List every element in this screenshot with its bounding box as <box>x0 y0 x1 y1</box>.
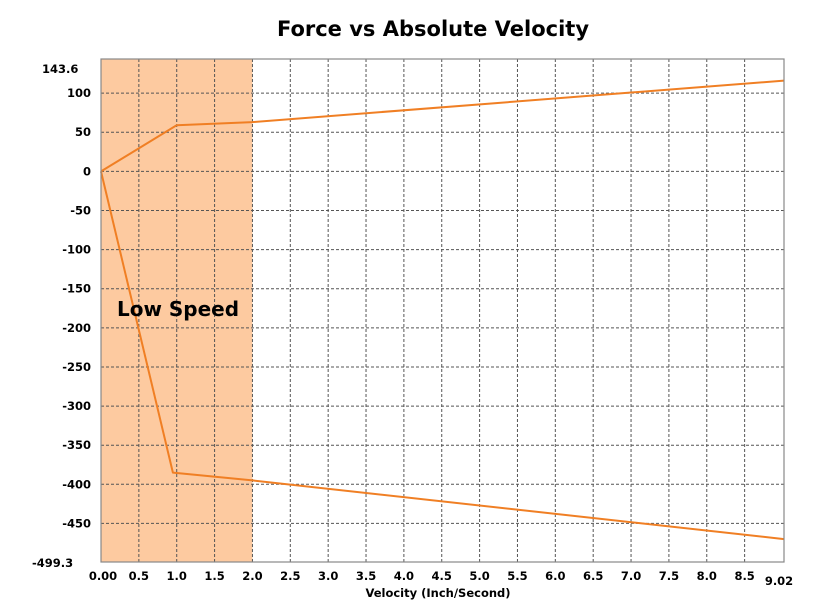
plot-frame <box>100 58 785 563</box>
x-tick-label: 0.5 <box>129 569 149 583</box>
y-tick-label: 50 <box>75 125 91 139</box>
x-tick-label: 1.0 <box>167 569 187 583</box>
x-tick-label: 8.5 <box>734 569 754 583</box>
y-tick-label: -350 <box>62 438 91 452</box>
grid-layer <box>101 59 784 562</box>
x-tick-labels: 0.00 0.5 1.0 1.5 2.0 2.5 3.0 3.5 4.0 4.5 5.0 5.5 6.0… <box>89 569 793 588</box>
x-tick-label: 2.0 <box>242 569 262 583</box>
y-tick-label: 0 <box>83 164 91 178</box>
x-tick-label: 4.5 <box>432 569 452 583</box>
y-tick-label: -50 <box>70 203 91 217</box>
x-tick-label: 3.5 <box>356 569 376 583</box>
y-tick-labels: 143.6 100 50 0 -50 -100 -150 -200 -250 -300 -350 -4… <box>32 62 91 570</box>
x-axis-label: Velocity (Inch/Second) <box>365 586 510 600</box>
x-tick-label: 5.5 <box>507 569 527 583</box>
x-tick-label: 7.0 <box>621 569 641 583</box>
x-tick-label: 2.5 <box>280 569 300 583</box>
y-tick-label: 143.6 <box>42 62 78 76</box>
x-tick-label: 5.0 <box>469 569 489 583</box>
series-line-rebound <box>100 79 785 173</box>
y-tick-label: -450 <box>62 516 91 530</box>
y-tick-label: -250 <box>62 360 91 374</box>
x-tick-label: 7.5 <box>659 569 679 583</box>
y-tick-label: -150 <box>62 282 91 296</box>
series-line-compression <box>100 171 785 541</box>
x-tick-label: 4.0 <box>394 569 414 583</box>
series-layer <box>100 79 785 541</box>
x-tick-label: 9.02 <box>765 574 793 588</box>
y-tick-label: -400 <box>62 477 91 491</box>
x-tick-label: 6.0 <box>545 569 565 583</box>
y-tick-label: -300 <box>62 399 91 413</box>
plot-frame-layer <box>100 58 785 563</box>
y-tick-label: -100 <box>62 243 91 257</box>
x-tick-label: 1.5 <box>204 569 224 583</box>
y-tick-label: -200 <box>62 321 91 335</box>
x-tick-label: 0.00 <box>89 569 117 583</box>
x-tick-label: 6.5 <box>583 569 603 583</box>
x-tick-label: 3.0 <box>318 569 338 583</box>
chart-title: Force vs Absolute Velocity <box>277 17 589 41</box>
y-tick-label: -499.3 <box>32 556 73 570</box>
low-speed-annotation: Low Speed <box>117 297 239 321</box>
x-tick-label: 8.0 <box>697 569 717 583</box>
y-tick-label: 100 <box>67 86 91 100</box>
